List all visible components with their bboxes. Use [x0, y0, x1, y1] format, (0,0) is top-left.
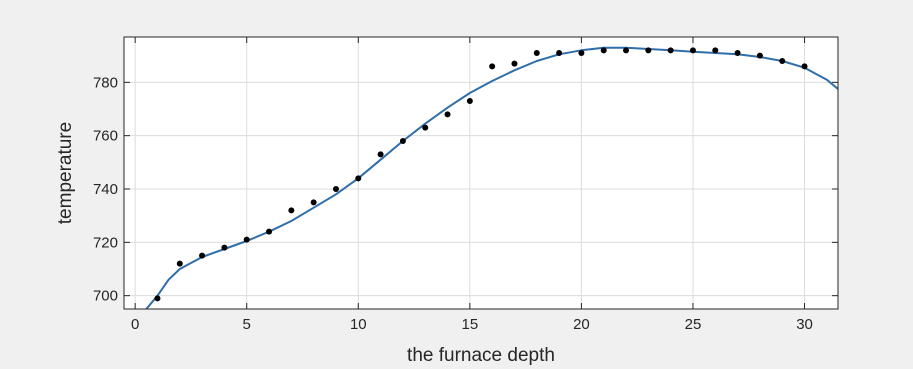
data-point — [689, 47, 696, 54]
data-point — [243, 236, 250, 243]
data-point — [556, 50, 563, 56]
data-point — [533, 50, 540, 56]
data-point — [154, 295, 161, 302]
data-point — [399, 138, 406, 144]
data-point — [667, 47, 674, 54]
data-point — [355, 175, 362, 182]
scatter-point-layer — [154, 47, 808, 302]
x-tick-label: 5 — [243, 316, 251, 333]
data-point — [199, 252, 206, 259]
x-tick-label: 20 — [573, 316, 590, 333]
data-point — [266, 228, 273, 235]
data-point — [332, 186, 339, 192]
data-point — [779, 58, 786, 64]
x-tick-label: 10 — [350, 316, 367, 333]
data-point — [801, 63, 808, 70]
plot-frame — [123, 36, 839, 310]
x-tick-label: 0 — [131, 316, 139, 333]
data-point — [377, 151, 384, 158]
fit-curve-line — [145, 46, 838, 309]
y-axis-label: temperature — [55, 122, 76, 224]
y-tick-label: 780 — [93, 74, 118, 91]
y-tick-label: 740 — [93, 181, 118, 198]
y-tick-label: 700 — [93, 288, 118, 305]
data-point — [734, 50, 741, 56]
data-point — [756, 52, 763, 59]
data-point — [466, 98, 473, 104]
x-tick-label: 30 — [796, 316, 813, 333]
x-axis-label: the furnace depth — [407, 345, 555, 366]
data-point — [511, 60, 518, 67]
data-point — [712, 47, 719, 54]
data-point — [422, 124, 429, 131]
data-point — [623, 47, 630, 54]
data-point — [176, 260, 183, 267]
y-tick-label: 760 — [93, 128, 118, 145]
y-tick-label: 720 — [93, 234, 118, 251]
data-point — [310, 199, 317, 206]
grid-layer — [124, 37, 838, 309]
data-point — [645, 47, 652, 54]
data-point — [444, 111, 451, 118]
data-point — [221, 244, 228, 251]
data-point — [578, 50, 585, 56]
tick-layer: 0 5 10 15 20 25 30 700 720 740 760 780 — [93, 37, 838, 333]
data-point — [288, 207, 295, 214]
x-tick-label: 15 — [462, 316, 479, 333]
x-tick-label: 25 — [685, 316, 702, 333]
fit-line-layer — [145, 46, 838, 309]
data-point — [600, 47, 607, 54]
plot-area — [124, 37, 838, 309]
data-point — [489, 63, 496, 70]
